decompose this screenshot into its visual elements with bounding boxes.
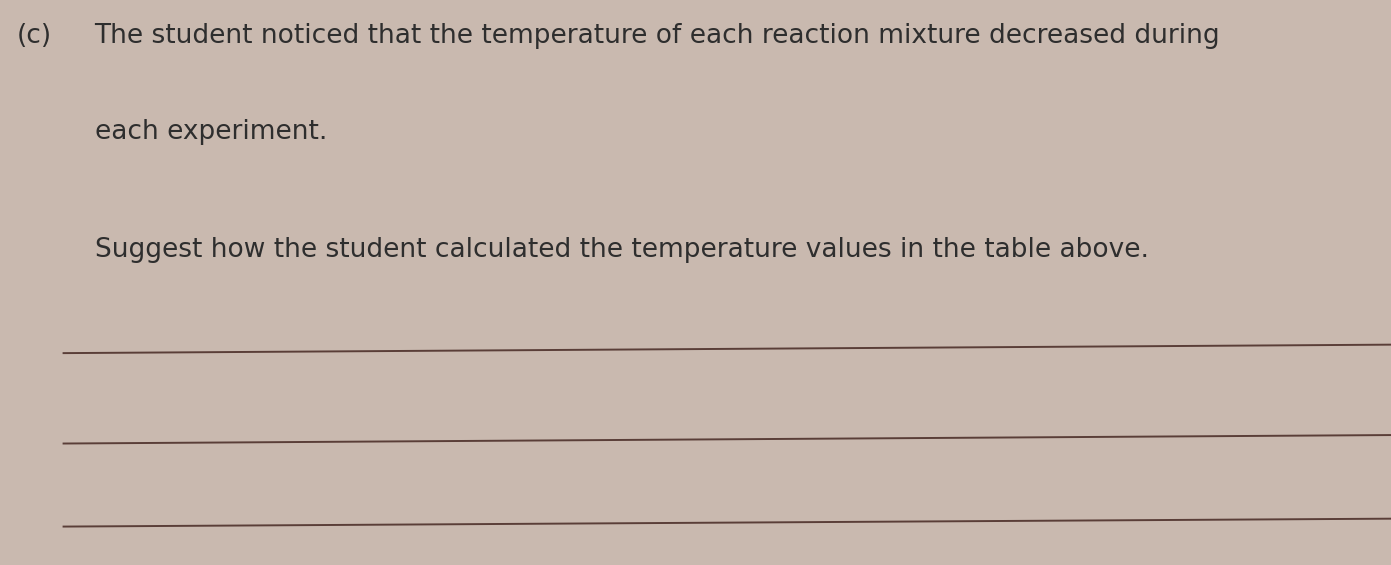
Text: The student noticed that the temperature of each reaction mixture decreased duri: The student noticed that the temperature… bbox=[95, 23, 1220, 49]
Text: each experiment.: each experiment. bbox=[95, 119, 327, 145]
Text: (c): (c) bbox=[17, 23, 51, 49]
Text: Suggest how the student calculated the temperature values in the table above.: Suggest how the student calculated the t… bbox=[95, 237, 1149, 263]
